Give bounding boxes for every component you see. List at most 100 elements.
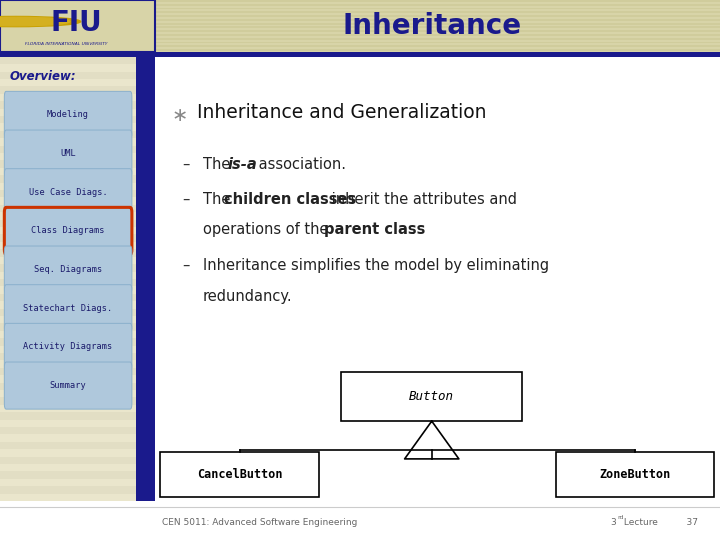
Text: 3: 3 <box>610 518 616 527</box>
Bar <box>0 397 155 405</box>
Text: Button: Button <box>409 390 454 403</box>
Bar <box>0 51 720 53</box>
Circle shape <box>0 16 81 26</box>
Bar <box>0 338 155 346</box>
Bar <box>0 64 155 71</box>
Text: Activity Diagrams: Activity Diagrams <box>24 342 113 352</box>
Bar <box>0 8 720 10</box>
Bar <box>0 5 720 8</box>
Bar <box>0 487 155 494</box>
Bar <box>0 353 155 360</box>
Text: The: The <box>203 157 235 172</box>
Bar <box>0 55 720 57</box>
Text: FIU: FIU <box>50 9 102 37</box>
FancyBboxPatch shape <box>4 285 132 332</box>
Bar <box>0 44 720 45</box>
Bar <box>0 212 155 220</box>
Bar <box>0 264 155 272</box>
Bar <box>0 131 155 138</box>
Text: Seq. Diagrams: Seq. Diagrams <box>34 265 102 274</box>
Bar <box>0 420 155 427</box>
Bar <box>0 11 720 13</box>
Text: rd: rd <box>617 515 624 520</box>
Bar <box>0 34 720 36</box>
Bar <box>0 457 155 464</box>
Text: operations of the: operations of the <box>203 222 333 238</box>
Bar <box>0 38 720 40</box>
Bar <box>0 0 155 52</box>
Bar <box>0 49 720 51</box>
Bar <box>0 464 155 471</box>
Bar <box>0 301 155 308</box>
Bar <box>0 13 720 15</box>
Text: parent class: parent class <box>324 222 426 238</box>
Bar <box>161 452 319 497</box>
Bar <box>0 346 155 353</box>
Bar <box>0 40 720 42</box>
Bar <box>0 368 155 375</box>
Text: Class Diagrams: Class Diagrams <box>32 226 105 235</box>
Bar <box>0 10 720 11</box>
FancyBboxPatch shape <box>4 130 132 177</box>
Bar <box>0 308 155 316</box>
Bar <box>0 183 155 190</box>
Bar <box>0 21 720 23</box>
Text: CancelButton: CancelButton <box>197 468 282 481</box>
Text: Inheritance simplifies the model by eliminating: Inheritance simplifies the model by elim… <box>203 258 549 273</box>
Text: –: – <box>182 157 189 172</box>
FancyBboxPatch shape <box>4 246 132 293</box>
Bar <box>0 435 155 442</box>
Bar <box>0 25 720 26</box>
Bar <box>0 94 155 101</box>
Bar <box>0 0 720 2</box>
Bar <box>0 294 155 301</box>
Bar <box>0 227 155 234</box>
Bar <box>0 323 155 331</box>
Text: ∗: ∗ <box>172 106 188 125</box>
Bar <box>0 198 155 205</box>
Bar <box>0 175 155 183</box>
Bar <box>0 71 155 79</box>
Bar <box>0 331 155 338</box>
Bar <box>0 405 155 412</box>
Bar <box>0 30 720 32</box>
Bar <box>0 153 155 160</box>
Bar <box>0 15 720 17</box>
Circle shape <box>0 17 70 26</box>
Bar <box>0 23 720 24</box>
Bar <box>0 47 720 49</box>
Text: Overview:: Overview: <box>9 70 76 83</box>
Bar <box>0 220 155 227</box>
Bar <box>136 57 155 501</box>
Bar <box>0 160 155 168</box>
Text: inherit the attributes and: inherit the attributes and <box>327 192 517 207</box>
Bar <box>0 427 155 435</box>
Bar <box>0 19 720 21</box>
Text: ZoneButton: ZoneButton <box>600 468 671 481</box>
Bar <box>0 2 720 4</box>
Bar <box>0 116 155 123</box>
Text: The: The <box>203 192 235 207</box>
FancyBboxPatch shape <box>4 362 132 409</box>
Bar <box>0 449 155 457</box>
Bar <box>0 256 155 264</box>
Bar <box>0 390 155 397</box>
Bar <box>0 279 155 286</box>
Bar <box>556 452 714 497</box>
Bar <box>0 45 720 47</box>
Bar <box>0 242 155 249</box>
Bar <box>0 26 720 28</box>
Text: Summary: Summary <box>50 381 86 390</box>
Bar <box>0 360 155 368</box>
Bar <box>0 234 155 242</box>
Bar <box>0 123 155 131</box>
FancyBboxPatch shape <box>4 91 132 138</box>
Bar <box>0 4 720 5</box>
FancyBboxPatch shape <box>4 207 132 254</box>
Text: Inheritance and Generalization: Inheritance and Generalization <box>197 103 487 123</box>
Bar <box>0 86 155 94</box>
Text: children classes: children classes <box>224 192 356 207</box>
FancyBboxPatch shape <box>4 168 132 216</box>
Text: .: . <box>410 222 415 238</box>
Bar <box>0 471 155 479</box>
